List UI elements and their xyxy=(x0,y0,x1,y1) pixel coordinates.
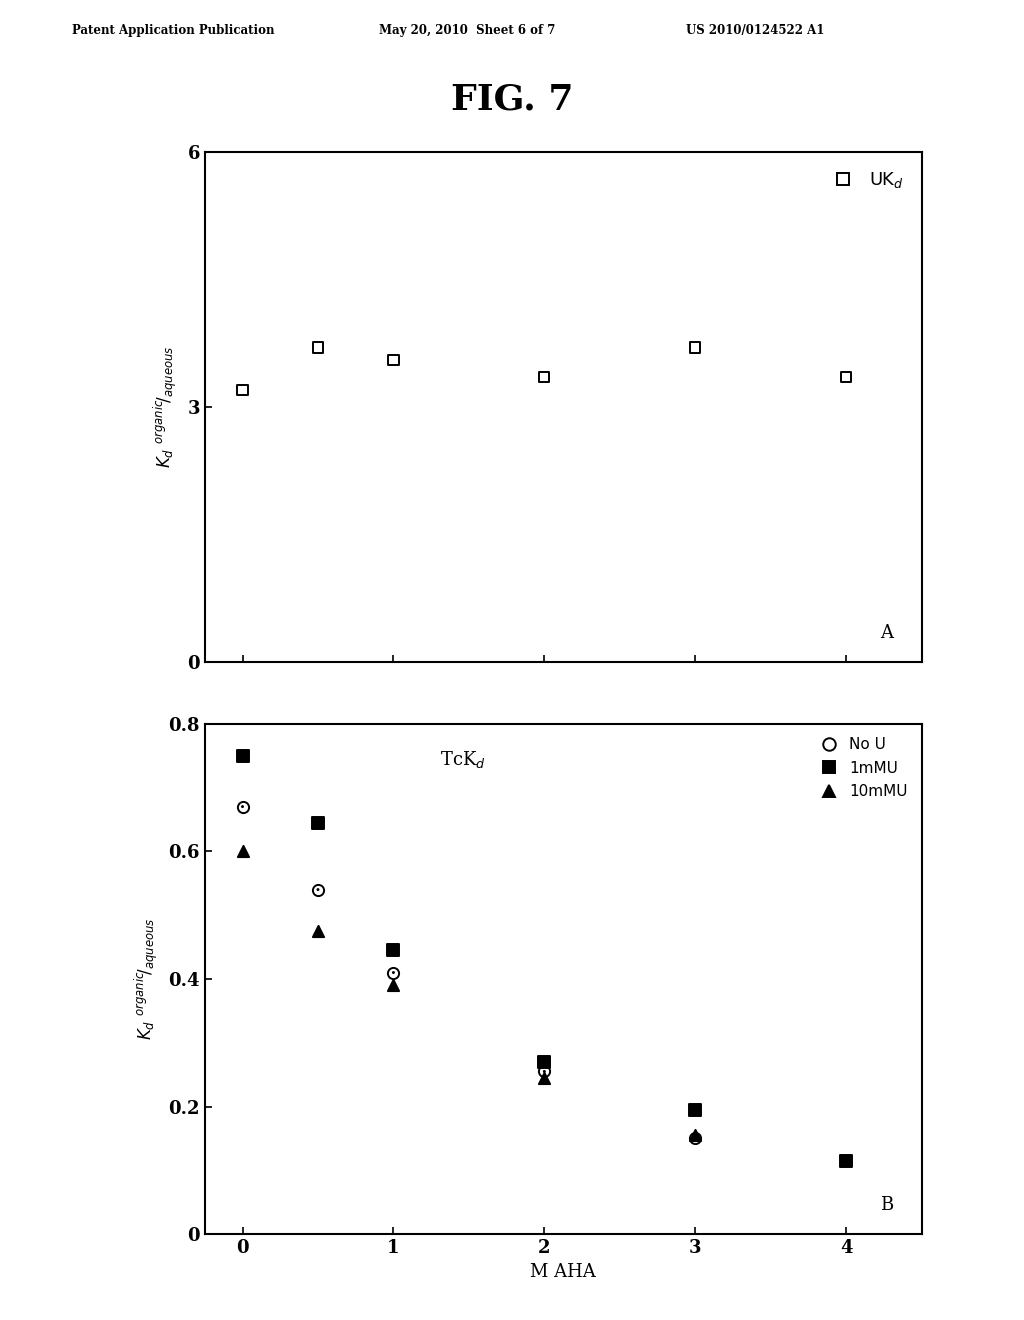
Point xyxy=(234,796,251,817)
Text: Patent Application Publication: Patent Application Publication xyxy=(72,24,274,37)
Point xyxy=(838,367,854,388)
Point xyxy=(234,380,251,401)
Point xyxy=(838,1150,854,1171)
X-axis label: M AHA: M AHA xyxy=(530,1263,596,1280)
Text: FIG. 7: FIG. 7 xyxy=(451,82,573,116)
Point xyxy=(687,1127,703,1148)
Point xyxy=(537,1061,553,1082)
Point xyxy=(234,744,251,766)
Point xyxy=(687,337,703,358)
Point xyxy=(234,796,251,817)
Point xyxy=(537,1061,553,1082)
Point xyxy=(687,1100,703,1121)
Point xyxy=(385,350,401,371)
Point xyxy=(537,367,553,388)
Point xyxy=(310,920,327,941)
Legend: UK$_d$: UK$_d$ xyxy=(816,161,912,199)
Point xyxy=(310,879,327,900)
Text: US 2010/0124522 A1: US 2010/0124522 A1 xyxy=(686,24,824,37)
Point xyxy=(687,1127,703,1148)
Text: May 20, 2010  Sheet 6 of 7: May 20, 2010 Sheet 6 of 7 xyxy=(379,24,555,37)
Point xyxy=(385,962,401,983)
Point xyxy=(537,1051,553,1072)
Point xyxy=(687,1125,703,1146)
Point xyxy=(310,812,327,833)
Point xyxy=(537,1068,553,1089)
Text: A: A xyxy=(880,624,893,642)
Y-axis label: $K_d$ $^{organic}\!/_{aqueous}$: $K_d$ $^{organic}\!/_{aqueous}$ xyxy=(152,346,179,469)
Legend: No U, 1mMU, 10mMU: No U, 1mMU, 10mMU xyxy=(808,731,914,805)
Point xyxy=(310,879,327,900)
Point xyxy=(385,940,401,961)
Text: B: B xyxy=(880,1196,893,1214)
Point xyxy=(385,974,401,995)
Point xyxy=(234,841,251,862)
Point xyxy=(310,337,327,358)
Text: TcK$_d$: TcK$_d$ xyxy=(440,750,485,770)
Y-axis label: $K_d$ $^{organic}\!/_{aqueous}$: $K_d$ $^{organic}\!/_{aqueous}$ xyxy=(133,917,160,1040)
Point xyxy=(385,962,401,983)
